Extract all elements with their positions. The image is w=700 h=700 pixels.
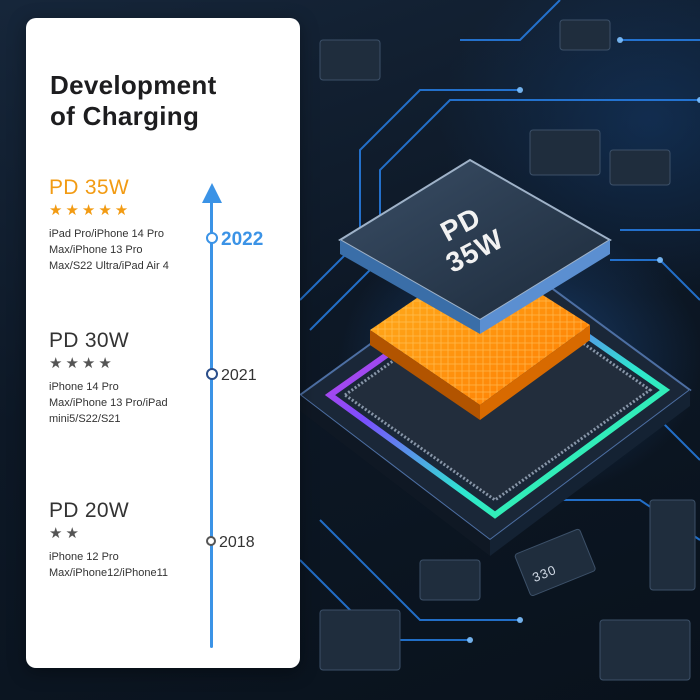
card-title-line2: of Charging	[50, 101, 200, 131]
compatible-models: iPhone 14 Pro Max/iPhone 13 Pro/iPad min…	[49, 379, 219, 427]
timeline-entry-pd35w: PD 35W ★★★★★ iPad Pro/iPhone 14 Pro Max/…	[49, 176, 219, 274]
entry-power: PD 20W	[49, 499, 129, 522]
year-label: 2018	[219, 534, 255, 551]
model-line: Max/iPhone 13 Pro/iPad	[49, 397, 168, 409]
entry-power: PD 35W	[49, 176, 129, 199]
timeline-dot	[206, 231, 218, 244]
rating-stars: ★★	[49, 525, 82, 542]
timeline-axis	[210, 196, 213, 648]
timeline-dot	[206, 535, 216, 546]
timeline-dot	[206, 367, 218, 380]
model-line: Max/S22 Ultra/iPad Air 4	[49, 260, 169, 272]
compatible-models: iPad Pro/iPhone 14 Pro Max/iPhone 13 Pro…	[49, 226, 219, 274]
timeline-arrow-head	[202, 183, 222, 203]
model-line: iPhone 14 Pro	[49, 381, 119, 393]
circuit-traces	[299, 0, 700, 641]
entry-power: PD 30W	[49, 329, 129, 352]
compatible-models: iPhone 12 Pro Max/iPhone12/iPhone11	[49, 549, 219, 581]
timeline-entry-pd30w: PD 30W ★★★★ iPhone 14 Pro Max/iPhone 13 …	[49, 329, 219, 427]
year-label: 2022	[221, 229, 264, 250]
card-title: Development of Charging	[50, 70, 290, 132]
card-title-line1: Development	[50, 70, 217, 100]
rating-stars: ★★★★	[49, 355, 115, 372]
pcb-components	[319, 19, 696, 681]
model-line: iPad Pro/iPhone 14 Pro	[49, 228, 164, 240]
timeline-card: Development of Charging PD 35W ★★★★★ iPa…	[26, 18, 300, 668]
year-marker-2022: 2022	[206, 228, 263, 252]
year-marker-2018: 2018	[206, 531, 255, 555]
rating-stars: ★★★★★	[49, 202, 132, 219]
model-line: Max/iPhone12/iPhone11	[49, 567, 169, 579]
timeline-entry-pd20w: PD 20W ★★ iPhone 12 Pro Max/iPhone12/iPh…	[49, 499, 219, 581]
model-line: mini5/S22/S21	[49, 413, 121, 425]
model-line: iPhone 12 Pro	[49, 551, 119, 563]
year-marker-2021: 2021	[206, 364, 257, 388]
year-label: 2021	[221, 367, 257, 384]
model-line: Max/iPhone 13 Pro	[49, 244, 143, 256]
